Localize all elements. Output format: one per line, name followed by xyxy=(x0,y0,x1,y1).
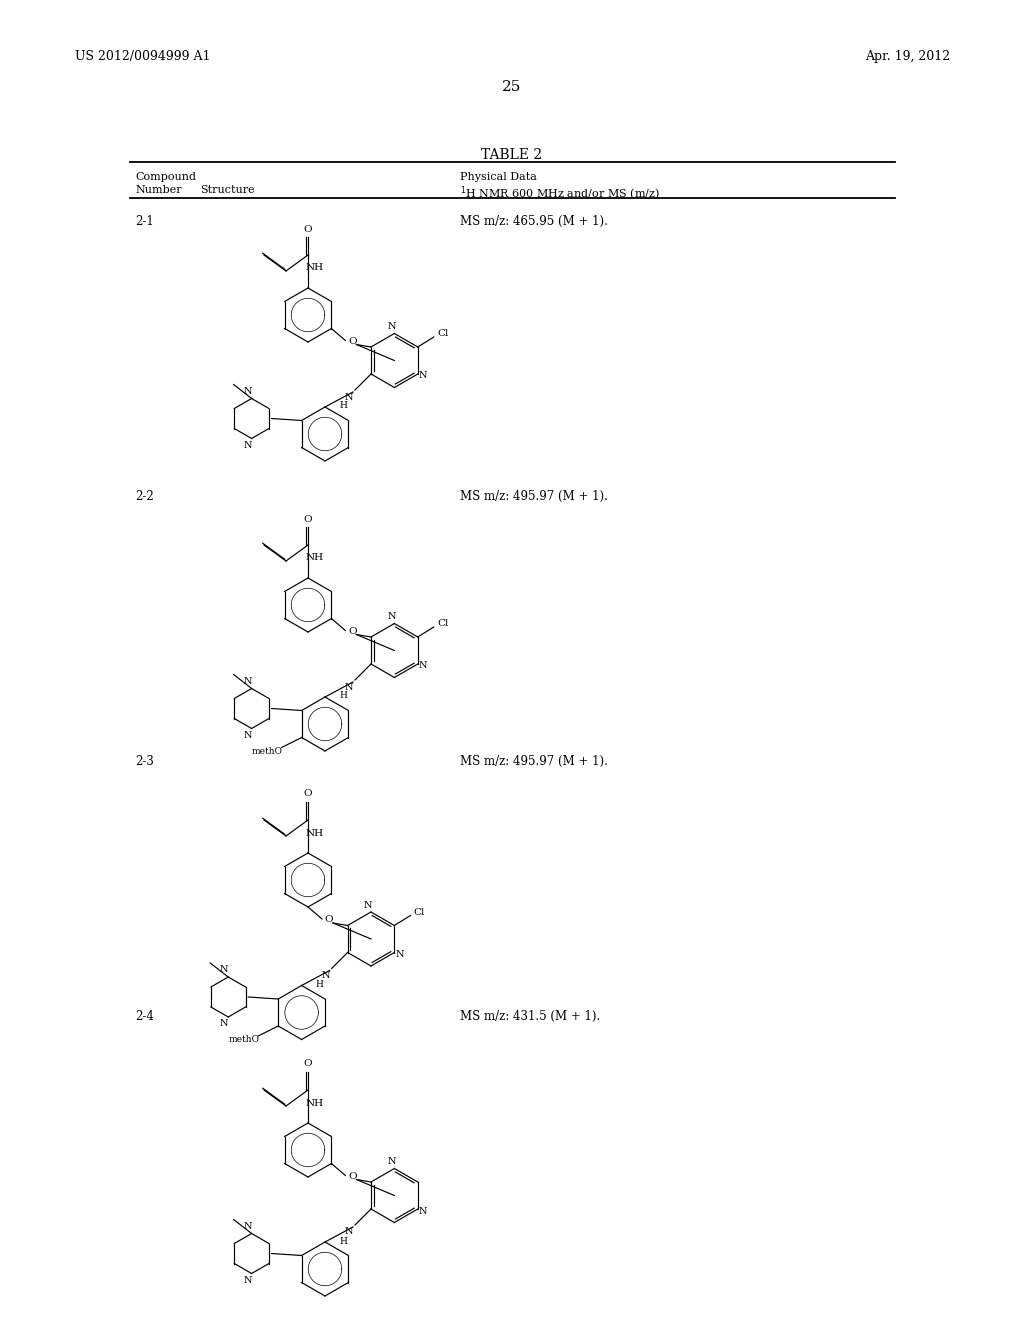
Text: O: O xyxy=(325,916,334,924)
Text: Cl: Cl xyxy=(437,619,449,628)
Text: N: N xyxy=(419,371,427,380)
Text: N: N xyxy=(387,1158,395,1166)
Text: 25: 25 xyxy=(503,81,521,94)
Text: MS m/z: 495.97 (M + 1).: MS m/z: 495.97 (M + 1). xyxy=(460,490,608,503)
Text: US 2012/0094999 A1: US 2012/0094999 A1 xyxy=(75,50,211,63)
Text: N: N xyxy=(220,965,228,974)
Text: NH: NH xyxy=(306,829,324,837)
Text: NH: NH xyxy=(306,264,324,272)
Text: N: N xyxy=(322,972,330,979)
Text: N: N xyxy=(345,1228,353,1237)
Text: N: N xyxy=(244,1222,252,1232)
Text: methO: methO xyxy=(252,747,283,756)
Text: N: N xyxy=(244,1276,252,1284)
Text: MS m/z: 431.5 (M + 1).: MS m/z: 431.5 (M + 1). xyxy=(460,1010,600,1023)
Text: N: N xyxy=(220,1019,228,1028)
Text: N: N xyxy=(345,392,353,401)
Text: N: N xyxy=(364,900,373,909)
Text: O: O xyxy=(304,1060,312,1068)
Text: 2-4: 2-4 xyxy=(135,1010,154,1023)
Text: O: O xyxy=(304,515,312,524)
Text: Physical Data: Physical Data xyxy=(460,172,537,182)
Text: N: N xyxy=(244,387,252,396)
Text: Compound: Compound xyxy=(135,172,196,182)
Text: N: N xyxy=(244,731,252,741)
Text: Cl: Cl xyxy=(437,330,449,338)
Text: O: O xyxy=(304,224,312,234)
Text: 2-3: 2-3 xyxy=(135,755,154,768)
Text: N: N xyxy=(244,677,252,686)
Text: Number: Number xyxy=(135,185,181,195)
Text: MS m/z: 465.95 (M + 1).: MS m/z: 465.95 (M + 1). xyxy=(460,215,608,228)
Text: NH: NH xyxy=(306,1098,324,1107)
Text: H: H xyxy=(315,979,324,989)
Text: MS m/z: 495.97 (M + 1).: MS m/z: 495.97 (M + 1). xyxy=(460,755,608,768)
Text: H: H xyxy=(339,1237,347,1246)
Text: methO: methO xyxy=(228,1035,260,1044)
Text: TABLE 2: TABLE 2 xyxy=(481,148,543,162)
Text: N: N xyxy=(345,682,353,692)
Text: Apr. 19, 2012: Apr. 19, 2012 xyxy=(865,50,950,63)
Text: Cl: Cl xyxy=(414,908,425,917)
Text: NH: NH xyxy=(306,553,324,562)
Text: N: N xyxy=(395,950,403,960)
Text: N: N xyxy=(419,661,427,671)
Text: O: O xyxy=(348,1172,356,1181)
Text: $^{1}$H NMR 600 MHz and/or MS (m/z): $^{1}$H NMR 600 MHz and/or MS (m/z) xyxy=(460,185,659,203)
Text: O: O xyxy=(348,337,356,346)
Text: O: O xyxy=(348,627,356,636)
Text: H: H xyxy=(339,401,347,411)
Text: N: N xyxy=(419,1206,427,1216)
Text: N: N xyxy=(387,612,395,620)
Text: O: O xyxy=(304,789,312,799)
Text: 2-2: 2-2 xyxy=(135,490,154,503)
Text: N: N xyxy=(387,322,395,331)
Text: H: H xyxy=(339,692,347,701)
Text: N: N xyxy=(244,441,252,450)
Text: 2-1: 2-1 xyxy=(135,215,154,228)
Text: Structure: Structure xyxy=(200,185,255,195)
